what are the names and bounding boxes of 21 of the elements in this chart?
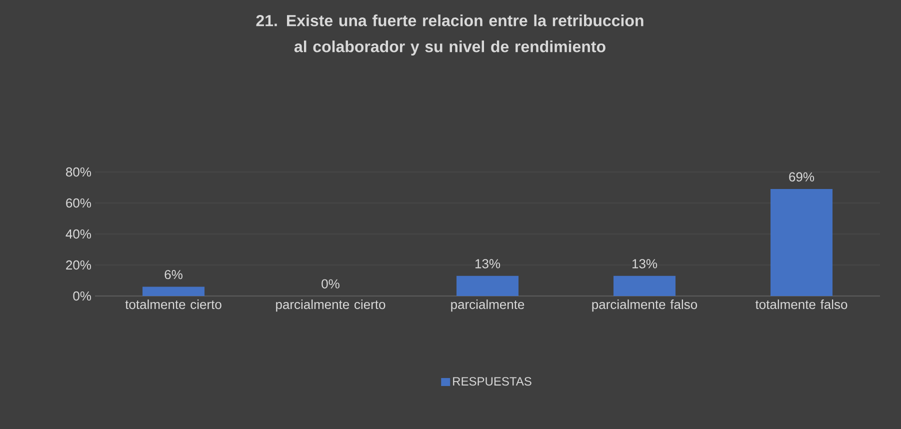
x-tick-label: parcialmente falso — [592, 300, 698, 312]
data-label: 13% — [632, 259, 658, 268]
data-label: 69% — [789, 172, 814, 182]
y-tick-label: 0% — [73, 291, 92, 301]
data-label: 6% — [164, 270, 182, 280]
y-tick-label: 60% — [66, 198, 92, 208]
bar — [770, 189, 833, 296]
y-tick-label: 40% — [66, 229, 92, 239]
data-label: 13% — [475, 259, 500, 268]
x-tick-label: totalmente cierto — [125, 300, 222, 310]
bar — [614, 276, 676, 296]
legend-label: RESPUESTAS — [453, 377, 532, 386]
y-tick-label: 80% — [66, 167, 92, 177]
data-label: 0% — [322, 279, 340, 288]
x-tick-label: parcialmente cierto — [276, 300, 386, 312]
bar — [456, 276, 519, 296]
x-tick-label: parcialmente — [451, 300, 524, 312]
bar — [142, 286, 205, 296]
y-tick-label: 20% — [66, 260, 92, 270]
chart-title: 21. Existe una fuerte relacion entre la retribuccion al colaborador y su nivel de rendimiento — [256, 14, 644, 56]
x-tick-label: totalmente falso — [755, 300, 848, 310]
